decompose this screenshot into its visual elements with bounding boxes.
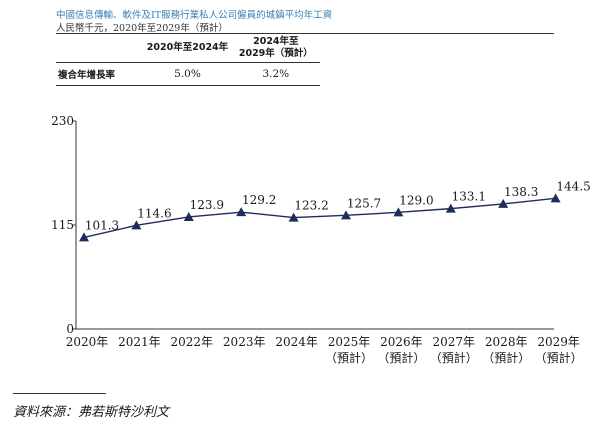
- source-rule: [13, 393, 106, 394]
- cagr-header-col2: 2024年至 2029年（預計）: [231, 34, 320, 63]
- source-note: 資料來源：弗若斯特沙利文: [13, 405, 170, 420]
- cagr-value-2: 3.2%: [231, 62, 320, 86]
- x-tick-label: 2020年: [66, 335, 109, 349]
- x-tick-sublabel: （預計）: [430, 350, 478, 365]
- data-label: 129.2: [242, 193, 276, 207]
- data-label: 144.5: [556, 179, 590, 193]
- chart-subtitle: 人民幣千元，2020年至2029年（預計）: [56, 23, 228, 34]
- x-tick-label: 2021年: [118, 335, 161, 349]
- data-point-marker: [79, 232, 89, 242]
- data-label: 133.1: [452, 190, 486, 204]
- data-point-marker: [341, 210, 351, 220]
- cagr-header-col2-line1: 2024年至: [253, 36, 299, 47]
- x-tick-label: 2022年: [171, 335, 214, 349]
- x-tick-label: 2029年: [537, 335, 580, 349]
- cagr-header-col1: 2020年至2024年: [143, 34, 232, 63]
- data-point-marker: [445, 203, 456, 213]
- x-tick-label: 2026年: [380, 335, 423, 349]
- x-tick-sublabel: （預計）: [535, 350, 583, 365]
- cagr-header-empty: [56, 34, 144, 63]
- cagr-row: 複合年增長率 5.0% 3.2%: [56, 62, 320, 86]
- data-point-marker: [288, 212, 299, 222]
- data-point-marker: [498, 198, 509, 208]
- data-label: 123.2: [294, 199, 328, 213]
- chart-series: 101.3 114.6 123.9 129.2 123.2 125.7 129.0 133.1…: [79, 179, 591, 242]
- data-point-marker: [236, 207, 247, 217]
- x-tick-label: 2024年: [275, 335, 318, 349]
- cagr-header-col2-line2: 2029年（預計）: [238, 48, 313, 59]
- data-label: 101.3: [85, 218, 119, 232]
- x-tick-label: 2028年: [485, 335, 528, 349]
- y-tick-label: 0: [66, 322, 74, 336]
- x-tick-sublabel: （預計）: [377, 350, 425, 365]
- x-tick-label: 2027年: [433, 335, 476, 349]
- cagr-row-label: 複合年增長率: [56, 62, 144, 86]
- data-point-marker: [550, 193, 561, 203]
- data-point-marker: [393, 207, 404, 217]
- data-point-marker: [131, 220, 142, 230]
- x-tick-label: 2023年: [223, 335, 266, 349]
- y-tick-label: 115: [51, 218, 74, 232]
- chart-title: 中國信息傳輸、軟件及IT服務行業私人公司僱員的城鎮平均年工資: [56, 10, 333, 21]
- x-tick-label: 2025年: [328, 335, 371, 349]
- x-tick-sublabel: （預計）: [482, 350, 530, 365]
- x-tick-sublabel: （預計）: [325, 350, 373, 365]
- data-label: 125.7: [347, 196, 381, 210]
- cagr-table: 2020年至2024年 2024年至 2029年（預計） 複合年增長率 5.0%…: [56, 34, 320, 86]
- data-label: 129.0: [399, 193, 433, 207]
- data-label: 138.3: [504, 185, 538, 199]
- top-rule: [56, 33, 554, 34]
- data-label: 114.6: [137, 206, 171, 220]
- y-tick-label: 230: [51, 114, 74, 128]
- data-point-marker: [183, 211, 194, 221]
- series-line: [83, 197, 556, 239]
- cagr-header-row: 2020年至2024年 2024年至 2029年（預計）: [56, 34, 320, 63]
- data-label: 123.9: [190, 198, 224, 212]
- cagr-value-1: 5.0%: [143, 62, 232, 86]
